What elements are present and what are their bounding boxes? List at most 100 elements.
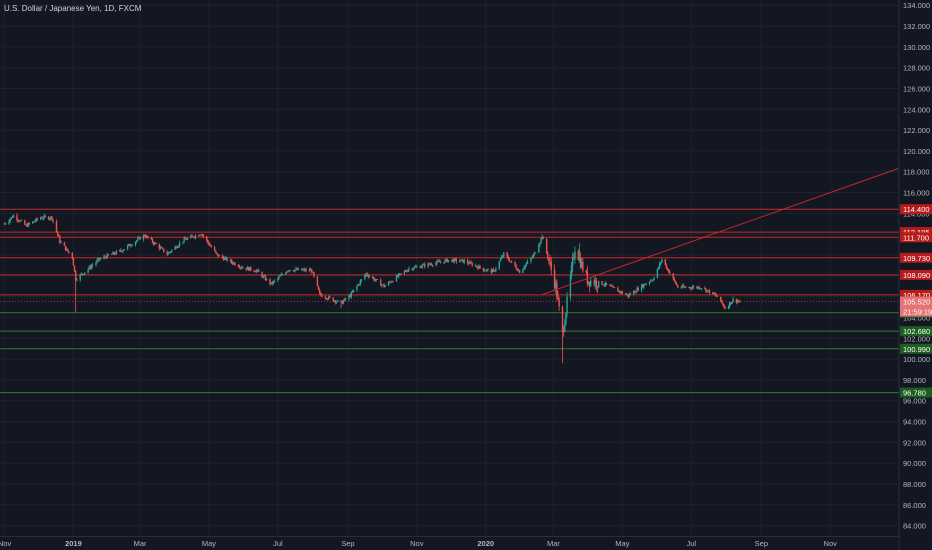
trendline <box>542 168 899 296</box>
candle-body <box>292 270 295 272</box>
candle-body <box>716 295 718 297</box>
candle-body <box>221 255 224 258</box>
candle-body <box>581 261 583 268</box>
candle-body <box>384 285 386 287</box>
candle-body <box>652 280 654 281</box>
candle-body <box>129 244 131 246</box>
candle-body <box>525 263 528 266</box>
y-tick-label: 122.000 <box>903 126 930 135</box>
candle-body <box>407 269 409 272</box>
candle-body <box>491 269 494 273</box>
candle-body <box>67 248 69 252</box>
price-level-tag: 100.990 <box>903 345 930 354</box>
candle-body <box>420 266 423 268</box>
candle-body <box>403 271 406 274</box>
candle-body <box>573 257 575 259</box>
candle-body <box>145 236 147 238</box>
candle-body <box>79 274 81 280</box>
price-level-tag-bg <box>900 343 932 354</box>
candle-body <box>595 280 598 287</box>
candle-body <box>241 267 243 269</box>
candle-body <box>547 252 549 259</box>
candle-body <box>376 279 378 280</box>
candle-body <box>392 281 394 283</box>
candle-body <box>538 245 540 253</box>
candle-body <box>637 288 639 291</box>
candle-body <box>446 258 449 262</box>
candle-body <box>645 283 647 285</box>
candle-body <box>530 258 532 262</box>
candle-body <box>229 260 232 261</box>
y-tick-label: 134.000 <box>903 1 930 10</box>
candle-body <box>20 220 23 222</box>
candle-body <box>309 269 312 271</box>
candle-body <box>632 291 635 295</box>
candle-body <box>374 280 376 281</box>
candle-body <box>104 256 106 258</box>
candle-body <box>713 292 715 295</box>
candle-body <box>364 275 366 280</box>
x-tick-label: 2020 <box>477 539 494 548</box>
y-tick-label: 88.000 <box>903 480 926 489</box>
candle-body <box>329 296 331 298</box>
candle-body <box>47 216 50 220</box>
candle-body <box>468 263 470 264</box>
y-tick-label: 102.000 <box>903 334 930 343</box>
candle-body <box>257 270 260 273</box>
candle-body <box>163 248 165 253</box>
candle-body <box>387 282 390 286</box>
candle-body <box>209 244 211 246</box>
candle-body <box>585 270 587 273</box>
candle-body <box>712 292 714 294</box>
candle-body <box>135 240 138 242</box>
candle-body <box>732 298 734 302</box>
candle-body <box>239 267 242 269</box>
candle-body <box>198 235 200 237</box>
candle-body <box>318 290 321 294</box>
candle-body <box>96 260 98 263</box>
candle-body <box>738 301 740 302</box>
candle-body <box>17 219 19 221</box>
candle-body <box>273 280 276 282</box>
candle-body <box>176 247 179 249</box>
x-tick-label: Sep <box>755 539 768 548</box>
candle-body <box>68 251 70 253</box>
candle-body <box>368 276 371 278</box>
candle-body <box>230 260 233 263</box>
candle-body <box>111 254 113 256</box>
candle-body <box>421 264 424 267</box>
candle-body <box>357 284 359 286</box>
candle-body <box>186 238 189 240</box>
candle-body <box>522 268 524 274</box>
candle-body <box>660 262 662 264</box>
x-tick-label: Jul <box>686 539 696 548</box>
candle-body <box>231 262 234 264</box>
candle-body <box>123 249 125 251</box>
candle-body <box>36 218 38 220</box>
y-tick-label: 104.000 <box>903 313 930 322</box>
candle-body <box>556 282 558 298</box>
candle-body <box>590 280 592 286</box>
candle-body <box>704 288 706 290</box>
candle-body <box>419 266 421 268</box>
candle-body <box>569 275 572 297</box>
candle-body <box>428 263 430 265</box>
candle-body <box>689 287 691 289</box>
price-level-tag: 96.780 <box>903 389 926 398</box>
candle-body <box>281 274 284 276</box>
candle-body <box>408 268 410 270</box>
candle-body <box>224 258 226 261</box>
candle-body <box>613 287 616 289</box>
candle-body <box>612 286 615 288</box>
candle-body <box>690 288 692 289</box>
candle-body <box>705 288 707 292</box>
candle-body <box>113 252 115 254</box>
candle-body <box>398 273 400 277</box>
candle-body <box>565 313 567 324</box>
candle-body <box>105 257 107 259</box>
candle-body <box>44 215 46 217</box>
candle-body <box>34 221 36 222</box>
